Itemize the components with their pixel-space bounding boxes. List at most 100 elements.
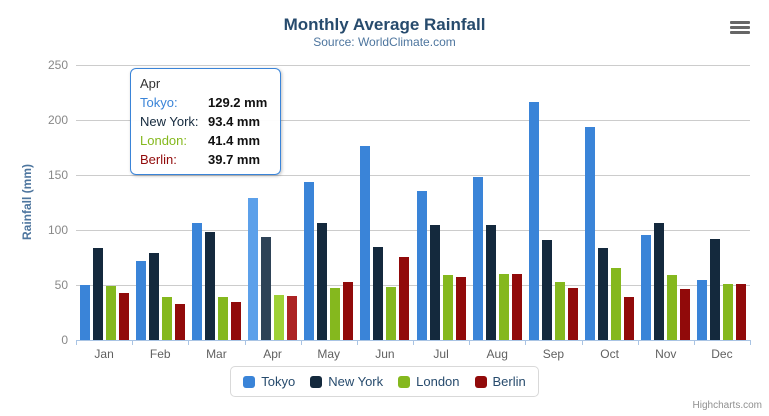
legend-item-berlin[interactable]: Berlin — [474, 374, 526, 389]
column-london-nov[interactable] — [667, 274, 678, 340]
column-berlin-apr[interactable] — [287, 296, 298, 340]
tooltip-row-new-york: New York: 93.4 mm — [140, 114, 271, 129]
column-tokyo-aug[interactable] — [472, 176, 483, 340]
column-london-aug[interactable] — [498, 274, 509, 340]
x-axis-tick — [300, 340, 302, 345]
column-berlin-jul[interactable] — [455, 276, 466, 340]
column-berlin-may[interactable] — [343, 282, 354, 340]
column-tokyo-sep[interactable] — [528, 102, 539, 340]
column-new-york-aug[interactable] — [485, 225, 496, 340]
column-london-jan[interactable] — [105, 286, 116, 340]
tooltip-header: Apr — [140, 76, 161, 91]
column-tokyo-jan[interactable] — [79, 285, 90, 340]
chart-title: Monthly Average Rainfall — [283, 15, 486, 34]
y-axis-label-250: 250 — [47, 58, 68, 72]
tooltip-series-label: New York: — [140, 114, 199, 129]
column-berlin-feb[interactable] — [174, 303, 185, 340]
column-berlin-oct[interactable] — [624, 297, 635, 340]
legend-label: Berlin — [492, 374, 526, 389]
column-new-york-may[interactable] — [317, 223, 328, 340]
column-tokyo-nov[interactable] — [641, 234, 652, 340]
column-london-may[interactable] — [330, 288, 341, 340]
tooltip-row-london: London: 41.4 mm — [140, 133, 271, 148]
column-london-jul[interactable] — [442, 275, 453, 340]
tooltip-row-berlin: Berlin: 39.7 mm — [140, 152, 271, 167]
column-new-york-jun[interactable] — [373, 247, 384, 341]
column-london-feb[interactable] — [161, 297, 172, 340]
column-new-york-feb[interactable] — [148, 253, 159, 340]
legend-label: New York — [328, 374, 384, 389]
x-axis-tick — [469, 340, 471, 345]
y-gridline-250 — [76, 65, 750, 66]
column-london-sep[interactable] — [554, 282, 565, 340]
tooltip-row-tokyo: Tokyo: 129.2 mm — [140, 95, 271, 110]
column-london-oct[interactable] — [611, 268, 622, 340]
column-london-mar[interactable] — [217, 296, 228, 340]
x-axis-label-jan: Jan — [94, 347, 114, 361]
x-axis-tick — [244, 340, 246, 345]
column-tokyo-feb[interactable] — [135, 261, 146, 341]
tooltip-series-label: Berlin: — [140, 152, 177, 167]
legend-label: Tokyo — [261, 374, 296, 389]
legend-symbol-london — [398, 375, 411, 388]
column-tokyo-apr[interactable] — [248, 197, 259, 340]
legend-item-london[interactable]: London — [398, 374, 460, 389]
legend-symbol-berlin — [474, 375, 487, 388]
column-tokyo-may[interactable] — [304, 181, 315, 340]
legend-symbol-new-york — [310, 375, 323, 388]
column-berlin-dec[interactable] — [736, 283, 747, 340]
x-axis-label-aug: Aug — [486, 347, 508, 361]
hamburger-icon-bar — [730, 21, 750, 24]
x-axis-label-may: May — [317, 347, 341, 361]
y-gridline-50 — [76, 285, 750, 286]
legend: Tokyo New York London Berlin — [0, 366, 769, 397]
column-berlin-sep[interactable] — [567, 287, 578, 340]
column-tokyo-jul[interactable] — [416, 190, 427, 340]
tooltip-series-value: 129.2 mm — [208, 95, 268, 110]
tooltip: Apr Tokyo: 129.2 mm New York: 93.4 mm London… — [130, 68, 281, 175]
legend-item-tokyo[interactable]: Tokyo — [243, 374, 295, 389]
column-new-york-apr[interactable] — [261, 237, 272, 340]
x-axis-tick — [637, 340, 639, 345]
column-london-apr[interactable] — [274, 294, 285, 340]
column-new-york-jul[interactable] — [429, 224, 440, 340]
export-menu-button[interactable] — [730, 21, 750, 34]
column-tokyo-mar[interactable] — [191, 223, 202, 340]
column-berlin-aug[interactable] — [511, 273, 522, 340]
column-new-york-mar[interactable] — [204, 231, 215, 340]
legend-item-new-york[interactable]: New York — [310, 374, 383, 389]
column-tokyo-oct[interactable] — [585, 126, 596, 340]
column-new-york-sep[interactable] — [541, 239, 552, 340]
column-berlin-jan[interactable] — [118, 293, 129, 340]
column-new-york-oct[interactable] — [598, 248, 609, 340]
legend-label: London — [416, 374, 460, 389]
x-axis-label-oct: Oct — [600, 347, 619, 361]
x-axis-tick — [693, 340, 695, 345]
x-axis-tick — [76, 340, 77, 345]
legend-symbol-tokyo — [243, 375, 256, 388]
column-tokyo-dec[interactable] — [697, 280, 708, 340]
x-axis-label-dec: Dec — [711, 347, 733, 361]
x-axis-tick — [581, 340, 583, 345]
tooltip-series-value: 41.4 mm — [208, 133, 261, 148]
y-axis-label-0: 0 — [61, 333, 68, 347]
column-berlin-mar[interactable] — [230, 302, 241, 341]
column-new-york-dec[interactable] — [710, 238, 721, 340]
x-axis-label-jul: Jul — [433, 347, 449, 361]
column-new-york-nov[interactable] — [654, 222, 665, 340]
column-berlin-jun[interactable] — [399, 256, 410, 340]
x-axis-tick — [132, 340, 134, 345]
credits-link[interactable]: Highcharts.com — [692, 400, 762, 411]
y-gridline-100 — [76, 230, 750, 231]
column-london-jun[interactable] — [386, 286, 397, 340]
x-axis-label-nov: Nov — [655, 347, 677, 361]
x-axis-label-feb: Feb — [149, 347, 171, 361]
y-gridline-150 — [76, 175, 750, 176]
column-new-york-jan[interactable] — [92, 248, 103, 340]
column-tokyo-jun[interactable] — [360, 146, 371, 340]
column-berlin-nov[interactable] — [680, 288, 691, 340]
hamburger-icon-bar — [730, 26, 750, 29]
chart-subtitle: Source: WorldClimate.com — [313, 35, 456, 49]
column-london-dec[interactable] — [723, 283, 734, 340]
